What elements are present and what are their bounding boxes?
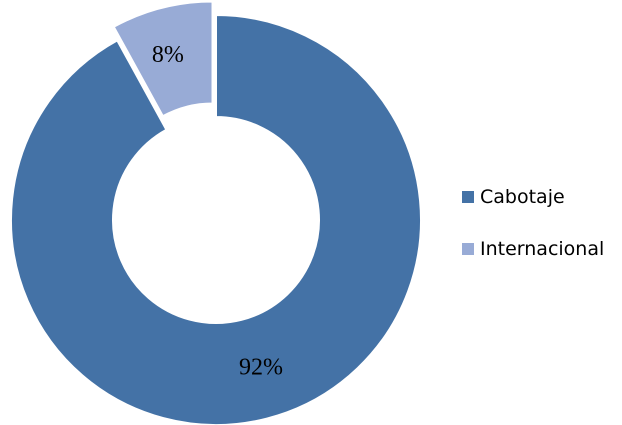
slice-cabotaje <box>10 13 422 425</box>
legend-label-internacional: Internacional <box>480 238 604 260</box>
slices-group <box>10 0 422 425</box>
slice-internacional <box>112 0 214 118</box>
legend-swatch-cabotaje <box>462 191 474 203</box>
legend: Cabotaje Internacional <box>462 186 604 260</box>
legend-swatch-internacional <box>462 243 474 255</box>
data-label-internacional: 8% <box>152 42 184 68</box>
slice-labels-group: 92% 8% <box>152 42 283 380</box>
data-label-cabotaje: 92% <box>239 354 283 380</box>
legend-label-cabotaje: Cabotaje <box>480 186 565 208</box>
